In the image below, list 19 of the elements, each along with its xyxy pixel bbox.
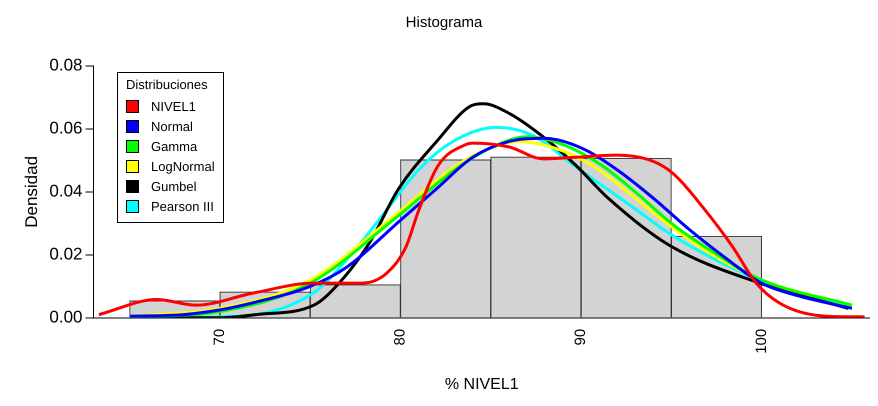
chart-title: Histograma bbox=[406, 14, 483, 32]
legend-label: LogNormal bbox=[151, 158, 215, 174]
y-tick-label: 0.06 bbox=[49, 118, 82, 138]
y-axis-title: Densidad bbox=[22, 156, 41, 228]
legend-label: Normal bbox=[151, 118, 193, 134]
legend-title: Distribuciones bbox=[126, 77, 209, 92]
legend-label: NIVEL1 bbox=[151, 98, 196, 114]
x-tick-label: 100 bbox=[752, 328, 770, 354]
x-axis-title: % NIVEL1 bbox=[444, 376, 519, 393]
x-tick-label: 90 bbox=[572, 328, 590, 346]
y-tick-label: 0.04 bbox=[49, 182, 82, 201]
x-tick-label: 70 bbox=[211, 328, 228, 346]
x-tick-label: 80 bbox=[392, 328, 409, 346]
y-tick-label: 0.08 bbox=[49, 56, 82, 75]
y-tick-label: 0.00 bbox=[49, 307, 82, 326]
legend-label: Gumbel bbox=[151, 178, 197, 194]
legend-label: Gamma bbox=[151, 138, 198, 154]
legend-label: Pearson III bbox=[151, 198, 214, 214]
y-tick-label: 0.02 bbox=[49, 244, 82, 264]
